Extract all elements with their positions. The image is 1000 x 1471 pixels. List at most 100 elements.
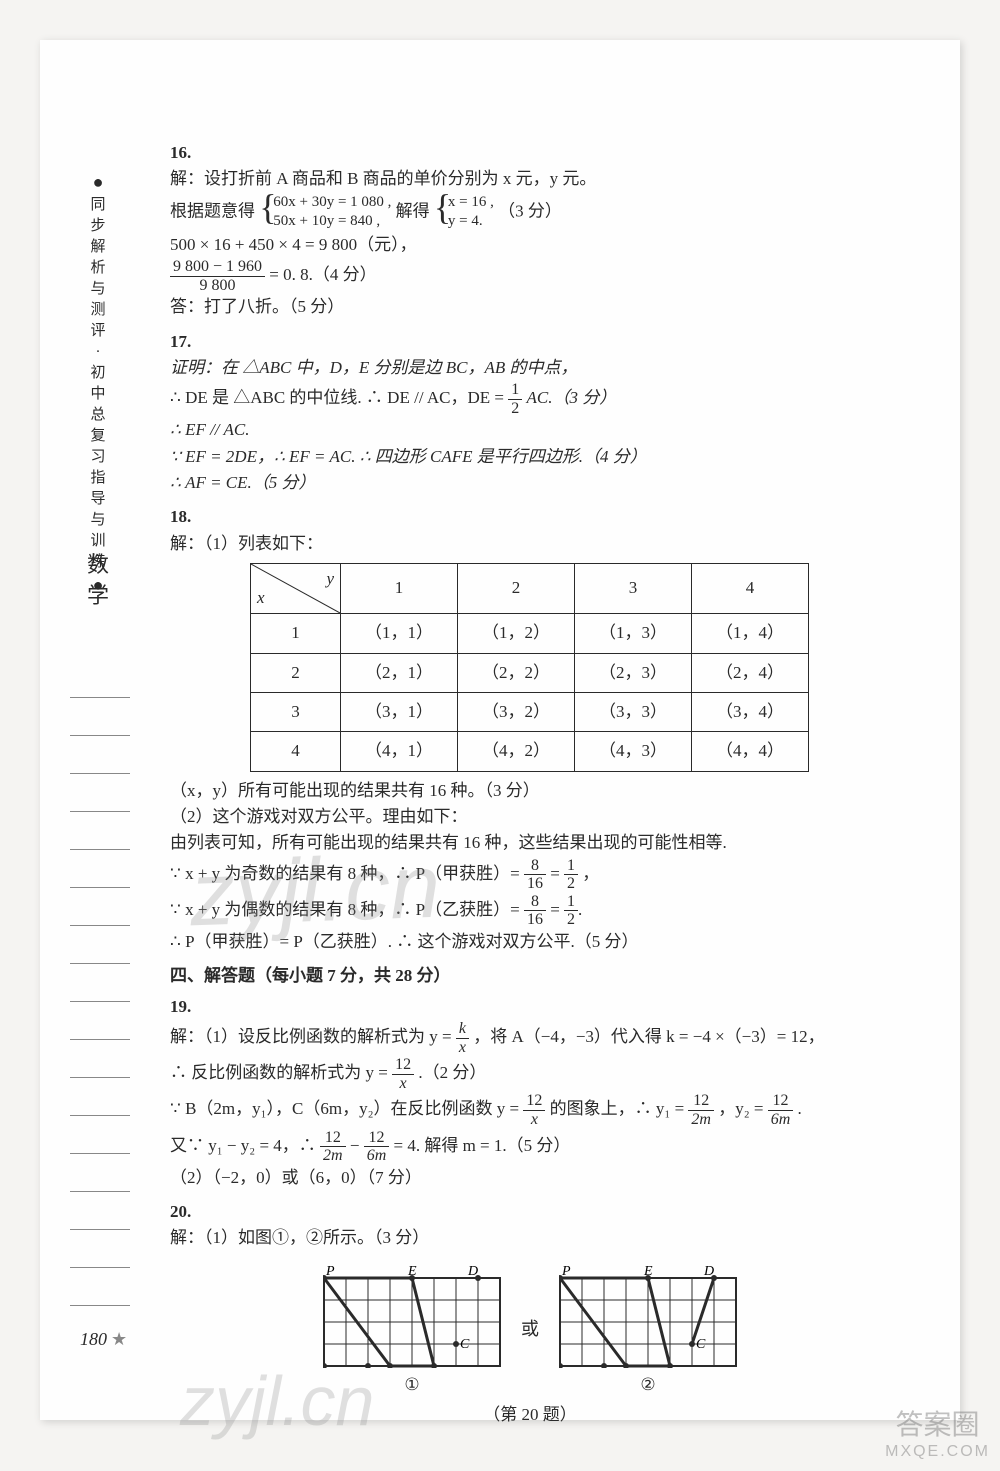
sidebar-title: ● 同 步 解 析 与 测 评 · 初 中 总 复 习 指 导 与 训 练 ●	[88, 170, 108, 598]
sidebar-char: 复	[90, 428, 105, 444]
row-header: 1	[251, 614, 341, 653]
cell: （2，3）	[575, 653, 692, 692]
problem-number: 17.	[170, 329, 200, 355]
svg-text:P: P	[561, 1264, 571, 1279]
subject-char: 学	[84, 581, 112, 612]
sidebar-rules	[70, 660, 130, 1306]
figure-label: ①	[323, 1372, 501, 1398]
line: 证明：在 △ABC 中，D，E 分别是边 BC，AB 的中点，	[170, 358, 578, 377]
svg-text:P: P	[325, 1264, 335, 1279]
problem-18: 18. 解：（1）列表如下： y x 1 2 3 4	[170, 504, 920, 955]
line: 解：设打折前 A 商品和 B 商品的单价分别为 x 元，y 元。	[170, 169, 596, 188]
sidebar-char: ·	[96, 344, 101, 360]
sidebar-char: 习	[90, 449, 105, 465]
subject-char: 数	[84, 550, 112, 581]
line: 500 × 16 + 450 × 4 = 9 800（元），	[170, 235, 417, 254]
line: （x，y）所有可能出现的结果共有 16 种。（3 分）	[170, 781, 540, 800]
sidebar-char: 训	[90, 533, 105, 549]
col-header: 4	[692, 564, 809, 614]
sidebar-char: 解	[90, 239, 105, 255]
cell: （4，1）	[341, 732, 458, 771]
cell: （2，2）	[458, 653, 575, 692]
row-header: 4	[251, 732, 341, 771]
figure-caption: （第 20 题）	[170, 1402, 890, 1428]
cell: （1，1）	[341, 614, 458, 653]
grid-figures: PEDQRABC ① 或 PEDQRABC ②	[170, 1262, 890, 1398]
sidebar-char: 导	[90, 491, 105, 507]
problem-19: 19. 解：（1）设反比例函数的解析式为 y = kx ，将 A（−4，−3）代…	[170, 994, 920, 1191]
line: 解：（1）列表如下：	[170, 534, 323, 553]
col-header: 1	[341, 564, 458, 614]
cell: （1，2）	[458, 614, 575, 653]
text: 解得	[396, 201, 430, 220]
line: ∴ EF // AC.	[170, 420, 249, 439]
grid-figure-2: PEDQRABC	[559, 1262, 737, 1368]
cell: （3，2）	[458, 692, 575, 731]
line: （2）（−2，0）或（6，0）（7 分）	[170, 1168, 422, 1187]
line: ∵ B（2m，y₁），C（6m，y₂）在反比例函数 y =	[170, 1099, 523, 1118]
svg-text:C: C	[460, 1337, 470, 1352]
or-word: 或	[521, 1316, 539, 1344]
sidebar-char: 总	[90, 407, 105, 423]
row-header: 3	[251, 692, 341, 731]
sidebar-char: 测	[90, 302, 105, 318]
svg-text:C: C	[696, 1337, 706, 1352]
line: ∴ DE 是 △ABC 的中位线. ∴ DE // AC，DE =	[170, 388, 508, 407]
cell: （3，3）	[575, 692, 692, 731]
line: 又∵ y₁ − y₂ = 4，∴	[170, 1136, 320, 1155]
line: 解：（1）设反比例函数的解析式为 y =	[170, 1027, 456, 1046]
line: 根据题意得	[170, 201, 255, 220]
cell: （2，4）	[692, 653, 809, 692]
problem-16: 16. 解：设打折前 A 商品和 B 商品的单价分别为 x 元，y 元。 根据题…	[170, 140, 920, 321]
cell: （1，3）	[575, 614, 692, 653]
sidebar-char: 与	[90, 512, 105, 528]
cell: （4，4）	[692, 732, 809, 771]
figure-label: ②	[559, 1372, 737, 1398]
line: ∵ x + y 为偶数的结果有 8 种，∴ P（乙获胜）=	[170, 900, 524, 919]
fraction: 12	[508, 381, 522, 417]
problem-number: 18.	[170, 504, 200, 530]
line: ∵ EF = 2DE，∴ EF = AC. ∴ 四边形 CAFE 是平行四边形.…	[170, 447, 647, 466]
line: 解：（1）如图①，②所示。（3 分）	[170, 1228, 429, 1247]
line: ∴ P（甲获胜）= P（乙获胜）. ∴ 这个游戏对双方公平.（5 分）	[170, 932, 639, 951]
problem-17: 17. 证明：在 △ABC 中，D，E 分别是边 BC，AB 的中点， ∴ DE…	[170, 329, 920, 497]
sidebar-char: 步	[90, 218, 105, 234]
page-number: 180	[80, 1329, 127, 1350]
cell: （3，4）	[692, 692, 809, 731]
cell: （4，3）	[575, 732, 692, 771]
sidebar-char: 评	[90, 323, 105, 339]
problem-number: 20.	[170, 1199, 200, 1225]
cell: （4，2）	[458, 732, 575, 771]
row-header: 2	[251, 653, 341, 692]
sidebar-char: 中	[90, 386, 105, 402]
line: ∴ AF = CE.（5 分）	[170, 473, 316, 492]
equation-system: x = 16 , y = 4.	[434, 193, 494, 232]
brand-logo: 答案圈 MXQE.COM	[885, 1403, 990, 1461]
problem-number: 19.	[170, 994, 200, 1020]
sidebar-char: 指	[90, 470, 105, 486]
svg-text:E: E	[407, 1264, 417, 1279]
cell: （2，1）	[341, 653, 458, 692]
sidebar-char: 与	[90, 281, 105, 297]
equation-system: 60x + 30y = 1 080 , 50x + 10y = 840 ,	[259, 193, 391, 232]
cell: （1，4）	[692, 614, 809, 653]
col-header: 3	[575, 564, 692, 614]
sidebar-char: 析	[90, 260, 105, 276]
probability-table: y x 1 2 3 4 1 （1，1）（1，2）（1，3）（1，4） 2 （2，…	[250, 563, 809, 771]
line: 答：打了八折。（5 分）	[170, 297, 344, 316]
svg-text:E: E	[643, 1264, 653, 1279]
problem-20: 20. 解：（1）如图①，②所示。（3 分） PEDQRABC ① 或 PEDQ…	[170, 1199, 920, 1428]
grid-figure-1: PEDQRABC	[323, 1262, 501, 1368]
content: 16. 解：设打折前 A 商品和 B 商品的单价分别为 x 元，y 元。 根据题…	[170, 140, 920, 1428]
line: ∵ x + y 为奇数的结果有 8 种，∴ P（甲获胜）=	[170, 864, 524, 883]
problem-number: 16.	[170, 140, 200, 166]
score: （3 分）	[498, 201, 562, 220]
sidebar-subject: 数 学	[84, 550, 112, 612]
text: = 0. 8.（4 分）	[269, 265, 376, 284]
text: AC.（3 分）	[526, 388, 616, 407]
line: （2）这个游戏对双方公平。理由如下：	[170, 807, 468, 826]
text: ，将 A（−4，−3）代入得 k = −4 ×（−3）= 12，	[473, 1027, 824, 1046]
section-4-title: 四、解答题（每小题 7 分，共 28 分）	[170, 963, 920, 989]
line: 由列表可知，所有可能出现的结果共有 16 种，这些结果出现的可能性相等.	[170, 833, 727, 852]
col-header: 2	[458, 564, 575, 614]
